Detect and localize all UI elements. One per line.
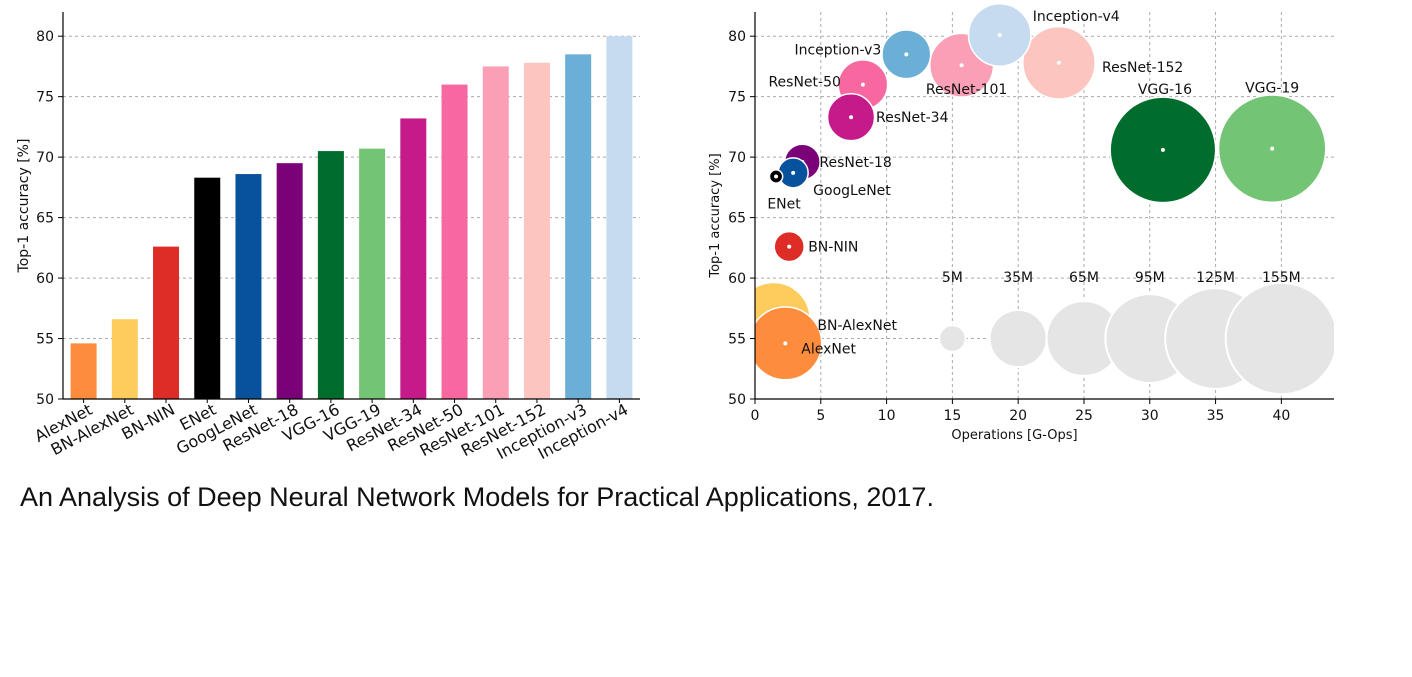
x-tick-label: 0 bbox=[751, 408, 760, 424]
size-legend-label: 35M bbox=[1003, 270, 1033, 286]
size-legend-label: 155M bbox=[1262, 270, 1301, 286]
y-tick-label: 55 bbox=[728, 332, 746, 348]
y-tick-label: 75 bbox=[728, 90, 746, 106]
bubble-center-dot bbox=[1160, 147, 1165, 152]
bar bbox=[441, 84, 468, 399]
y-tick-label: 65 bbox=[728, 211, 746, 227]
x-tick-label: 15 bbox=[943, 408, 961, 424]
size-legend-label: 65M bbox=[1069, 270, 1099, 286]
size-legend-label: 95M bbox=[1135, 270, 1165, 286]
y-axis-label: Top-1 accuracy [%] bbox=[16, 139, 32, 274]
figure-caption: An Analysis of Deep Neural Network Model… bbox=[20, 482, 934, 512]
bubble-center-dot bbox=[791, 170, 796, 175]
bar bbox=[606, 36, 633, 399]
y-tick-label: 50 bbox=[36, 392, 54, 408]
x-tick-label: 35 bbox=[1207, 408, 1225, 424]
y-tick-label: 60 bbox=[728, 271, 746, 287]
bubble-label: GoogLeNet bbox=[813, 183, 891, 199]
size-legend-bubble bbox=[988, 308, 1048, 369]
y-tick-label: 65 bbox=[36, 211, 54, 227]
bubble-label: ENet bbox=[767, 196, 801, 212]
bar bbox=[153, 246, 180, 399]
bubble-center-dot bbox=[783, 341, 788, 346]
bubble-chart: 0 5 10 15 20 25 30 35 40 50 55 60 65 70 75 80 AlexNet BN-… bbox=[708, 3, 1334, 443]
size-legend-bubble bbox=[938, 324, 967, 353]
size-legend-label: 125M bbox=[1196, 270, 1235, 286]
y-tick-label: 70 bbox=[36, 150, 54, 166]
y-tick-label: 55 bbox=[36, 332, 54, 348]
bubble-center-dot bbox=[774, 174, 779, 179]
bubble-label: BN-AlexNet bbox=[817, 318, 897, 334]
y-tick-label: 60 bbox=[36, 271, 54, 287]
bar bbox=[565, 54, 592, 399]
bubble-label: AlexNet bbox=[801, 341, 856, 357]
bubble-label: ResNet-152 bbox=[1102, 60, 1183, 76]
y-tick-label: 50 bbox=[728, 392, 746, 408]
bubble-label: Inception-v3 bbox=[794, 42, 881, 58]
x-tick-label: 30 bbox=[1141, 408, 1159, 424]
bubble-center-dot bbox=[1056, 60, 1061, 65]
bubble-label: ResNet-50 bbox=[768, 75, 840, 91]
bar bbox=[400, 118, 427, 400]
bar bbox=[359, 148, 386, 399]
bar bbox=[111, 319, 138, 399]
x-axis-label: Operations [G-Ops] bbox=[951, 428, 1077, 443]
size-legend-bubble bbox=[1224, 281, 1334, 396]
y-axis-label: Top-1 accuracy [%] bbox=[708, 153, 723, 278]
x-tick-label: 25 bbox=[1075, 408, 1093, 424]
y-tick-label: 70 bbox=[728, 150, 746, 166]
bubble-center-dot bbox=[959, 63, 964, 68]
bar bbox=[70, 343, 97, 399]
bubble-label: VGG-16 bbox=[1138, 82, 1192, 98]
bar bbox=[235, 174, 262, 399]
y-tick-label: 75 bbox=[36, 90, 54, 106]
y-tick-label: 80 bbox=[728, 29, 746, 45]
bubble-label: Inception-v4 bbox=[1033, 9, 1120, 25]
bubble-label: VGG-19 bbox=[1245, 81, 1299, 97]
bar bbox=[482, 66, 509, 399]
bubble-label: BN-NIN bbox=[808, 240, 858, 256]
bar bbox=[194, 177, 221, 399]
bubble bbox=[755, 306, 823, 381]
bar-chart: 50556065707580AlexNetBN-AlexNetBN-NINENe… bbox=[16, 12, 640, 463]
x-tick-label: 40 bbox=[1272, 408, 1290, 424]
x-tick-label: 20 bbox=[1009, 408, 1027, 424]
bubble-label: ResNet-18 bbox=[819, 155, 891, 171]
x-tick-label: 5 bbox=[816, 408, 825, 424]
bar bbox=[317, 151, 344, 399]
bubble-center-dot bbox=[860, 82, 865, 87]
bubble-label: ResNet-34 bbox=[876, 110, 949, 126]
bubble-center-dot bbox=[997, 32, 1002, 37]
size-legend-label: 5M bbox=[942, 270, 963, 286]
bubble-center-dot bbox=[1270, 146, 1275, 151]
plot-area bbox=[755, 3, 1334, 396]
bubble-label: ResNet-101 bbox=[926, 82, 1007, 98]
x-tick-label: 10 bbox=[878, 408, 896, 424]
bubble-center-dot bbox=[904, 52, 909, 57]
bar bbox=[276, 163, 303, 399]
bubble-center-dot bbox=[787, 244, 792, 249]
y-tick-label: 80 bbox=[36, 29, 54, 45]
bar bbox=[523, 62, 550, 399]
bubble-center-dot bbox=[849, 115, 854, 120]
